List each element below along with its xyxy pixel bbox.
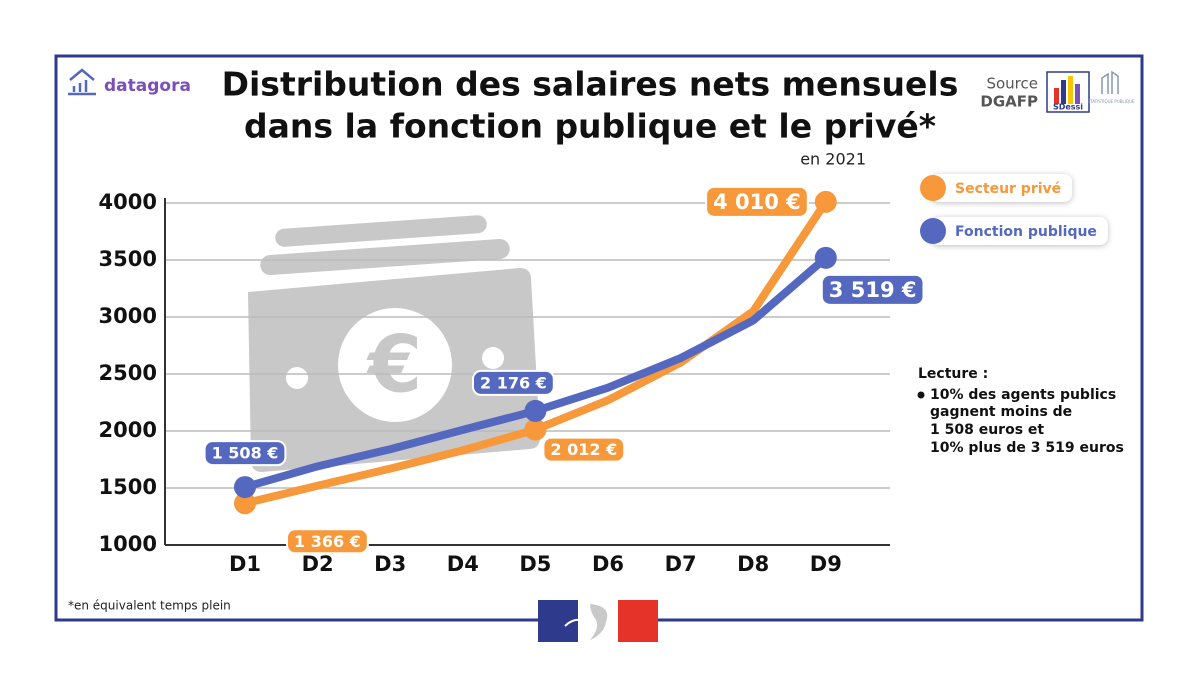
y-tick-label: 1000 <box>99 532 157 556</box>
source-label: Source <box>986 75 1038 93</box>
point <box>524 418 547 441</box>
y-tick-label: 2500 <box>99 361 157 385</box>
legend-marker <box>920 175 946 201</box>
legend-box <box>930 217 1108 245</box>
legend-item: Secteur privé <box>920 174 1073 202</box>
x-tick-label: D8 <box>737 552 769 576</box>
lecture-line: 10% plus de 3 519 euros <box>930 440 1124 456</box>
banknote-icon: € <box>248 215 540 472</box>
lecture-line: gagnent moins de <box>930 404 1072 420</box>
value-label-text: 3 519 € <box>829 278 917 302</box>
point <box>814 246 837 269</box>
legend-box <box>930 174 1073 202</box>
marianne-logo <box>538 600 658 642</box>
lecture-title: Lecture : <box>918 366 988 382</box>
svg-text:€: € <box>366 320 422 410</box>
value-label-box <box>471 369 555 396</box>
value-label-box <box>542 436 626 463</box>
value-label: 3 519 € <box>820 273 925 306</box>
x-tick-label: D5 <box>519 552 551 576</box>
source-name: DGAFP <box>980 93 1038 111</box>
value-label-box <box>286 528 369 555</box>
point <box>234 476 256 499</box>
x-tick-label: D7 <box>665 552 697 576</box>
value-label-text: 1 366 € <box>294 532 361 551</box>
lecture-line: 10% des agents publics <box>930 387 1116 403</box>
source-logo-text: SDessi <box>1053 103 1083 112</box>
footnote: *en équivalent temps plein <box>68 599 231 613</box>
point <box>524 399 547 422</box>
x-tick-label: D9 <box>810 552 842 576</box>
legend-label: Fonction publique <box>955 224 1097 240</box>
x-tick-label: D6 <box>592 552 624 576</box>
value-label-text: 1 508 € <box>212 444 279 463</box>
lecture-line: 1 508 euros et <box>930 422 1044 438</box>
legend-label: Secteur privé <box>955 181 1061 197</box>
y-tick-label: 1500 <box>99 475 157 499</box>
y-tick-label: 3000 <box>99 304 157 328</box>
frame <box>54 54 1144 622</box>
value-label: 2 176 € <box>471 369 555 396</box>
y-tick-label: 2000 <box>99 418 157 442</box>
chart-title: dans la fonction publique et le privé* <box>244 107 936 146</box>
stat-logo <box>1101 70 1119 94</box>
value-label-text: 2 012 € <box>550 440 617 459</box>
source-logo <box>1046 71 1090 113</box>
value-label-box <box>705 185 809 218</box>
value-label-box <box>203 440 287 467</box>
value-label: 2 012 € <box>542 436 626 463</box>
value-label-text: 2 176 € <box>480 373 547 392</box>
x-tick-label: D2 <box>302 552 334 576</box>
chart-title: Distribution des salaires nets mensuels <box>222 65 959 104</box>
brand: datagora <box>104 76 191 96</box>
chart-subtitle: en 2021 <box>800 150 866 169</box>
stat-logo-text: STATISTIQUE PUBLIQUE <box>1088 99 1135 104</box>
value-label: 1 366 € <box>286 528 369 555</box>
x-tick-label: D1 <box>229 552 261 576</box>
value-label-box <box>820 273 925 306</box>
bullet <box>917 391 925 399</box>
legend-marker <box>920 218 946 244</box>
value-label: 4 010 € <box>705 185 809 218</box>
x-tick-label: D3 <box>374 552 406 576</box>
value-label: 1 508 € <box>203 440 287 467</box>
point <box>234 492 256 515</box>
legend-item: Fonction publique <box>920 217 1108 245</box>
value-label-text: 4 010 € <box>713 190 801 214</box>
y-tick-label: 3500 <box>99 247 157 271</box>
brand-icon <box>68 68 96 96</box>
y-tick-label: 4000 <box>99 190 157 214</box>
x-tick-label: D4 <box>447 552 479 576</box>
point <box>814 190 837 213</box>
